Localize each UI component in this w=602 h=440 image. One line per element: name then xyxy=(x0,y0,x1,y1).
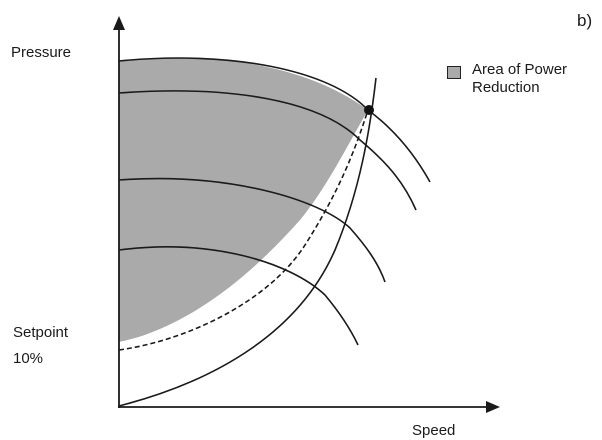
y-axis-arrow xyxy=(113,16,125,30)
setpoint-control-curve xyxy=(118,109,369,351)
legend-swatch xyxy=(447,66,461,79)
x-axis-arrow xyxy=(486,401,500,413)
system-curve xyxy=(118,77,377,407)
legend-label-line1: Area of Power xyxy=(472,61,568,78)
panel-label: b) xyxy=(577,11,593,30)
legend-label-line2: Reduction xyxy=(472,79,540,96)
pump-curve-1 xyxy=(118,57,431,183)
pump-curve-2 xyxy=(118,90,417,211)
y-axis-label: Pressure xyxy=(11,44,72,61)
power-reduction-area xyxy=(119,57,368,342)
setpoint-label: Setpoint xyxy=(13,324,69,341)
operating-point xyxy=(364,105,374,115)
setpoint-value: 10% xyxy=(13,350,44,367)
pump-curve-3 xyxy=(118,177,386,283)
pump-curve-4 xyxy=(118,246,359,346)
x-axis-label: Speed xyxy=(412,422,456,439)
